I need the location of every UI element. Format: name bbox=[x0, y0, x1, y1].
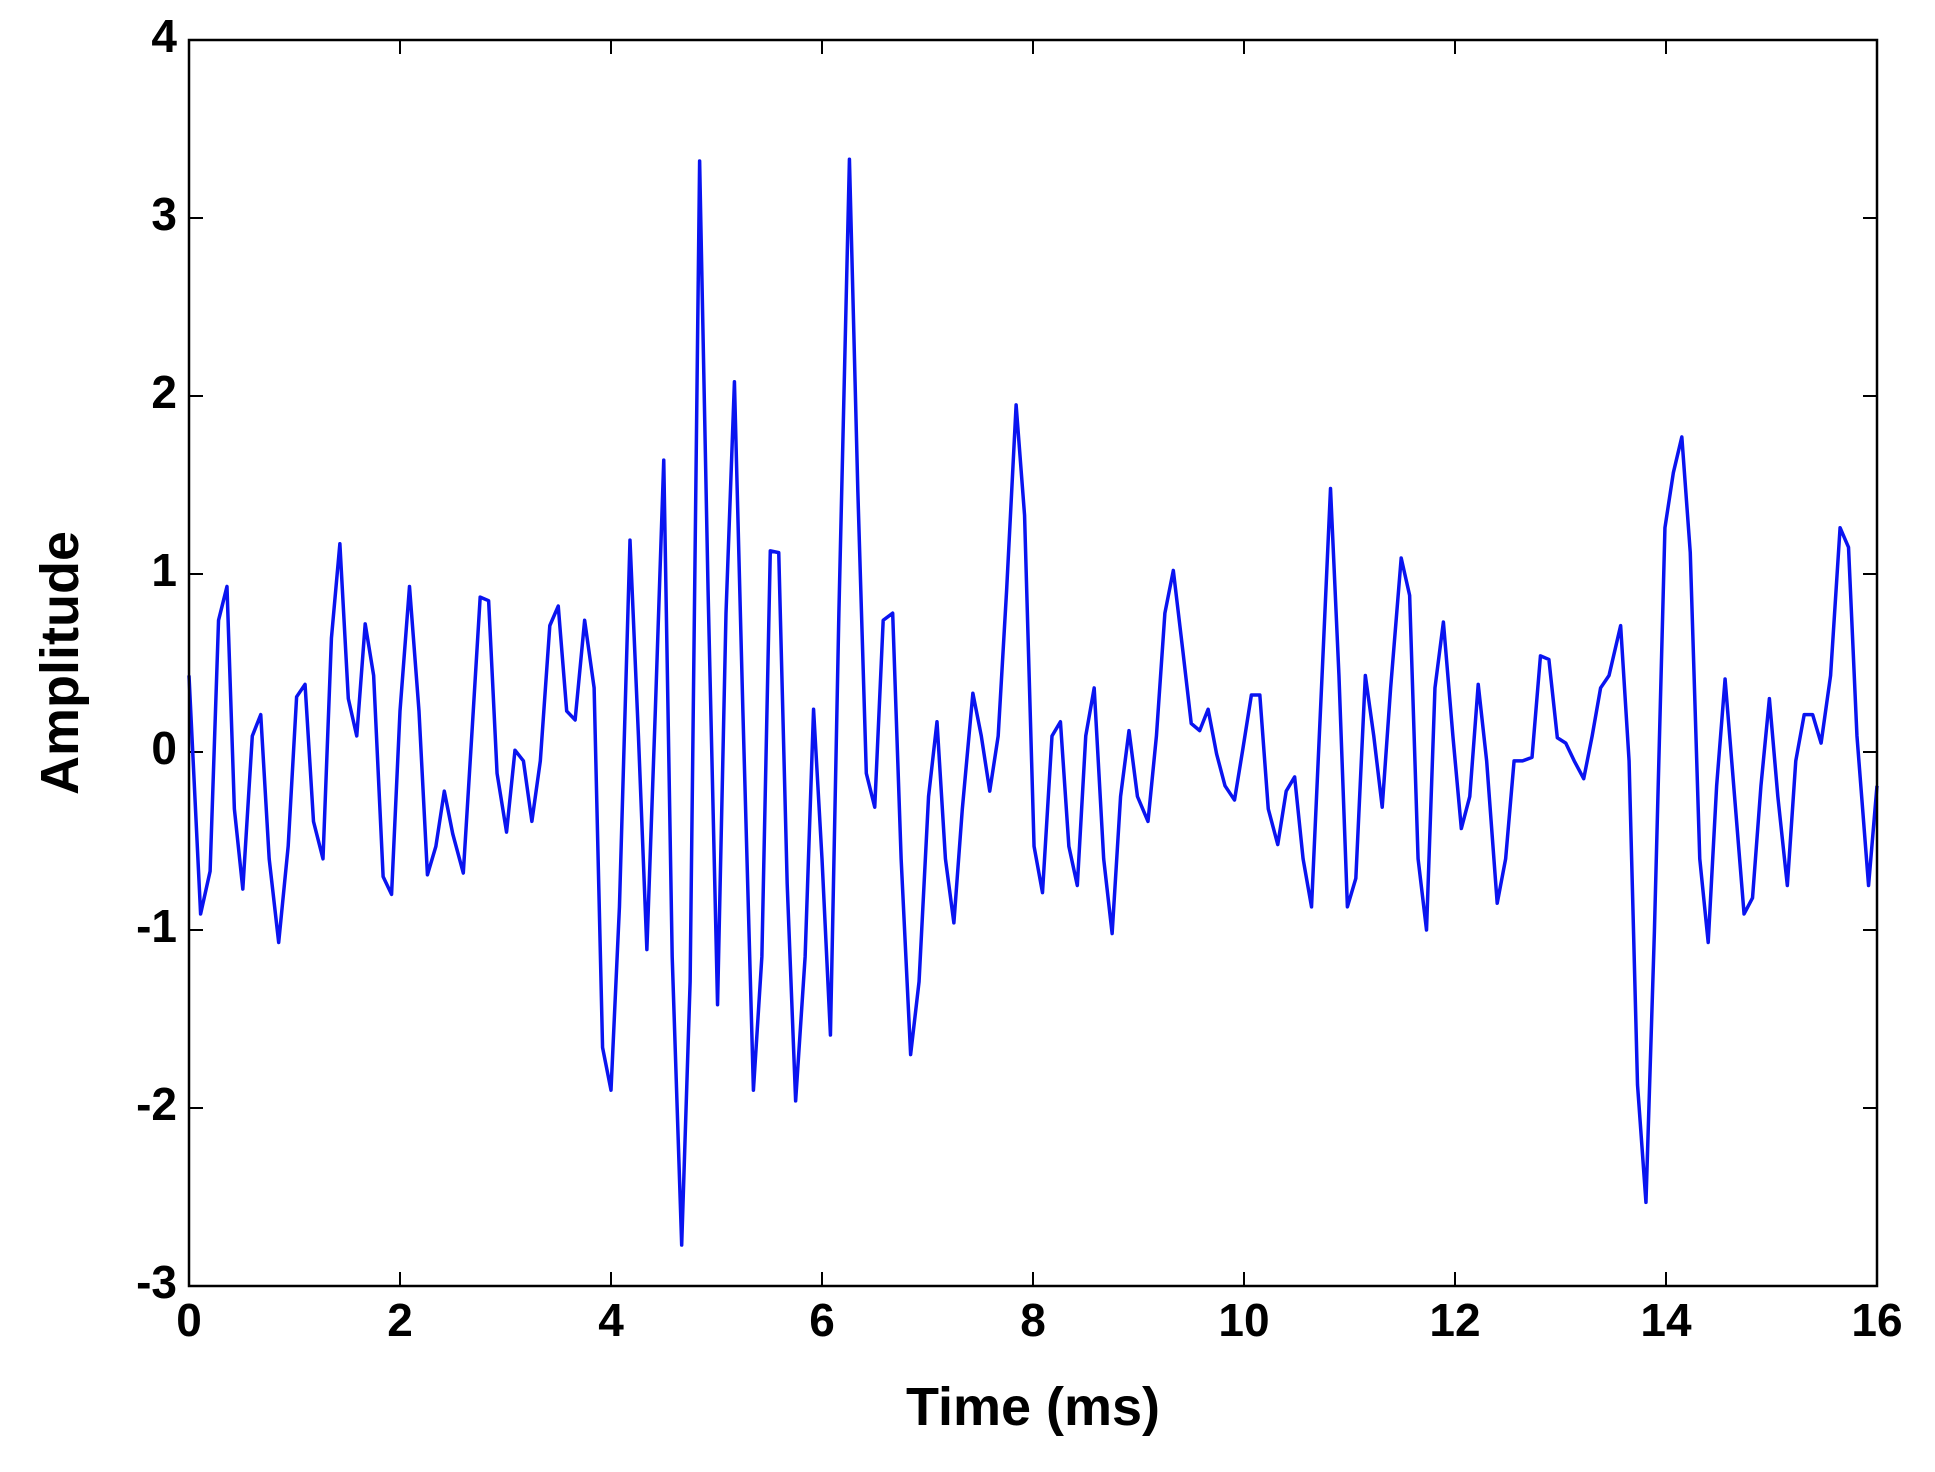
x-tick-label: 0 bbox=[176, 1294, 202, 1346]
x-tick-label: 12 bbox=[1429, 1294, 1480, 1346]
x-tick-label: 8 bbox=[1020, 1294, 1046, 1346]
y-tick-label: -3 bbox=[136, 1256, 177, 1308]
y-tick-label: 4 bbox=[151, 10, 177, 62]
signal-line bbox=[187, 157, 1879, 1247]
x-tick-label: 2 bbox=[387, 1294, 413, 1346]
x-axis-label: Time (ms) bbox=[906, 1377, 1160, 1437]
x-tick-label: 10 bbox=[1218, 1294, 1269, 1346]
x-tick-label: 14 bbox=[1640, 1294, 1692, 1346]
y-tick-label: -1 bbox=[136, 900, 177, 952]
x-tick-label: 16 bbox=[1851, 1294, 1902, 1346]
y-axis-label: Amplitude bbox=[30, 531, 90, 795]
x-tick-label: 4 bbox=[598, 1294, 624, 1346]
y-tick-label: 1 bbox=[151, 544, 177, 596]
y-tick-label: 0 bbox=[151, 722, 177, 774]
y-tick-label: -2 bbox=[136, 1078, 177, 1130]
y-tick-label: 2 bbox=[151, 366, 177, 418]
x-tick-label: 6 bbox=[809, 1294, 835, 1346]
plot-frame bbox=[187, 38, 1879, 1288]
y-tick-label: 3 bbox=[151, 188, 177, 240]
